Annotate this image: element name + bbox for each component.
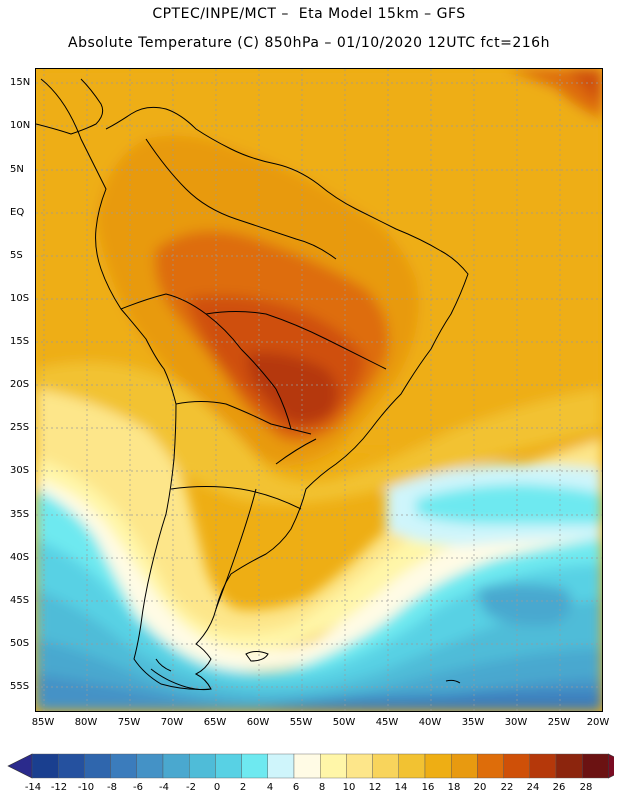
temperature-field-svg <box>36 69 602 711</box>
lon-label-70w: 70W <box>160 717 184 728</box>
coastlines <box>36 78 469 690</box>
colorbar-swatch <box>477 753 504 779</box>
colorbar-label: -10 <box>77 782 95 793</box>
colorbar-over-arrow <box>608 753 614 779</box>
colorbar-swatch <box>188 753 216 779</box>
lat-label-10s: 10S <box>10 293 30 304</box>
lat-label-25s: 25S <box>10 422 30 433</box>
colorbar-swatch <box>529 753 557 779</box>
temperature-map[interactable] <box>35 68 603 712</box>
colorbar-swatch <box>31 753 59 779</box>
lon-label-25w: 25W <box>547 717 571 728</box>
lat-label-55s: 55S <box>10 681 30 692</box>
colorbar-swatch <box>267 753 295 779</box>
graticule <box>36 69 602 711</box>
lon-label-35w: 35W <box>461 717 485 728</box>
lat-label-10n: 10N <box>10 120 31 131</box>
lat-label-35s: 35S <box>10 509 30 520</box>
lon-label-45w: 45W <box>375 717 399 728</box>
colorbar-label: 24 <box>526 782 540 793</box>
colorbar-swatch <box>582 753 609 779</box>
colorbar-label: 14 <box>394 782 408 793</box>
colorbar-swatch <box>215 753 242 779</box>
colorbar-label: 16 <box>421 782 435 793</box>
colorbar-swatch <box>320 753 347 779</box>
colorbar <box>7 753 614 779</box>
colorbar-label: 10 <box>342 782 356 793</box>
lon-label-65w: 65W <box>203 717 227 728</box>
colorbar-label: 22 <box>500 782 514 793</box>
lat-label-50s: 50S <box>10 638 30 649</box>
colorbar-label: 6 <box>292 782 300 793</box>
colorbar-label: -2 <box>186 782 196 793</box>
colorbar-label: -4 <box>159 782 169 793</box>
lon-label-60w: 60W <box>246 717 270 728</box>
colorbar-label: 2 <box>239 782 247 793</box>
colorbar-label: 20 <box>473 782 487 793</box>
lat-label-40s: 40S <box>10 552 30 563</box>
colorbar-swatch <box>451 753 478 779</box>
lat-label-5s: 5S <box>10 250 23 261</box>
colorbar-label: 28 <box>579 782 593 793</box>
lon-label-20w: 20W <box>586 717 610 728</box>
colorbar-swatch <box>555 753 583 779</box>
map-title-line-2: Absolute Temperature (C) 850hPa – 01/10/… <box>68 35 550 51</box>
colorbar-swatch <box>503 753 531 779</box>
colorbar-label: -6 <box>133 782 143 793</box>
colorbar-swatch <box>372 753 400 779</box>
lat-label-15s: 15S <box>10 336 30 347</box>
temperature-shading <box>36 69 602 711</box>
colorbar-swatch <box>58 753 85 779</box>
colorbar-label: 8 <box>318 782 326 793</box>
lat-label-45s: 45S <box>10 595 30 606</box>
lon-label-80w: 80W <box>74 717 98 728</box>
colorbar-under-arrow <box>7 753 33 779</box>
colorbar-label: 18 <box>447 782 461 793</box>
colorbar-label: 12 <box>368 782 382 793</box>
lon-label-50w: 50W <box>332 717 356 728</box>
colorbar-label: 4 <box>266 782 274 793</box>
colorbar-label: -14 <box>24 782 42 793</box>
colorbar-swatch <box>162 753 190 779</box>
colorbar-swatch <box>84 753 111 779</box>
colorbar-label: 0 <box>213 782 221 793</box>
lon-label-30w: 30W <box>504 717 528 728</box>
colorbar-swatch <box>241 753 269 779</box>
tierra-del-fuego <box>150 658 212 691</box>
colorbar-label: 26 <box>552 782 566 793</box>
colorbar-label: -12 <box>50 782 68 793</box>
lat-label-20s: 20S <box>10 379 30 390</box>
colorbar-swatch <box>424 753 452 779</box>
lat-label-eq: EQ <box>10 207 25 218</box>
colorbar-swatch <box>346 753 373 779</box>
lat-label-15n: 15N <box>10 77 31 88</box>
map-title-line-1: CPTEC/INPE/MCT – Eta Model 15km – GFS <box>152 6 466 22</box>
lon-label-55w: 55W <box>289 717 313 728</box>
colorbar-label: -8 <box>107 782 117 793</box>
lat-label-5n: 5N <box>10 164 24 175</box>
lat-label-30s: 30S <box>10 465 30 476</box>
colorbar-swatch <box>136 753 164 779</box>
lon-label-85w: 85W <box>31 717 55 728</box>
colorbar-swatch <box>110 753 137 779</box>
lon-label-40w: 40W <box>418 717 442 728</box>
colorbar-swatch <box>293 753 321 779</box>
lon-label-75w: 75W <box>117 717 141 728</box>
colorbar-swatch <box>398 753 426 779</box>
